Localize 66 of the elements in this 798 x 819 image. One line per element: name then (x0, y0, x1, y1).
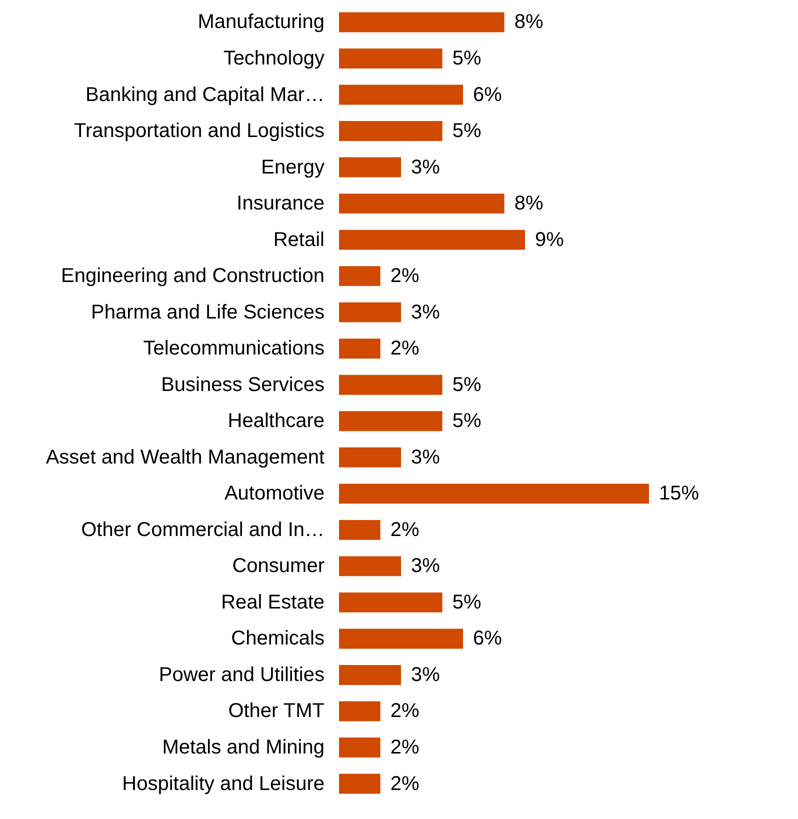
bar (339, 266, 380, 286)
y-tick-label: Real Estate (221, 591, 324, 614)
y-tick-label: Transportation and Logistics (74, 120, 324, 142)
data-label: 9% (535, 228, 564, 251)
bar (339, 556, 401, 576)
y-tick-label: Engineering and Construction (60, 265, 324, 288)
data-label: 6% (473, 628, 502, 650)
data-label: 2% (390, 772, 420, 795)
y-tick-label: Chemicals (231, 628, 324, 650)
bar (339, 411, 442, 432)
data-label: 5% (452, 120, 482, 142)
data-label: 5% (452, 47, 482, 70)
data-label: 3% (411, 555, 440, 578)
bar (339, 338, 380, 359)
data-label: 5% (452, 591, 482, 614)
y-tick-label: Technology (223, 47, 324, 70)
bar (339, 738, 380, 758)
bar (339, 302, 401, 322)
bar (339, 121, 442, 141)
bar (339, 230, 525, 250)
bar (339, 12, 504, 32)
bar (339, 592, 442, 612)
bar (339, 84, 463, 105)
data-label: 5% (452, 410, 482, 432)
y-tick-label: Banking and Capital Mar… (85, 84, 324, 106)
bar (339, 194, 504, 214)
y-tick-label: Automotive (224, 482, 324, 505)
data-label: 6% (473, 84, 502, 106)
bar (339, 48, 442, 68)
bar (339, 628, 463, 649)
y-tick-label: Metals and Mining (162, 736, 324, 759)
y-tick-label: Telecommunications (143, 338, 324, 360)
data-label: 3% (411, 664, 440, 686)
y-tick-label: Power and Utilities (158, 664, 324, 686)
y-tick-label: Other TMT (228, 700, 324, 722)
data-label: 15% (659, 482, 700, 505)
y-tick-label: Pharma and Life Sciences (91, 301, 324, 324)
data-label: 2% (390, 700, 420, 722)
y-tick-label: Retail (273, 228, 324, 251)
data-label: 2% (390, 265, 420, 288)
bar (339, 520, 380, 540)
bar (339, 157, 401, 178)
data-label: 5% (452, 374, 482, 396)
y-tick-label: Manufacturing (198, 11, 324, 34)
y-tick-label: Business Services (161, 374, 324, 396)
y-tick-label: Asset and Wealth Management (46, 446, 325, 468)
bar (339, 484, 649, 504)
data-label: 3% (411, 446, 440, 468)
data-label: 8% (514, 11, 544, 34)
data-label: 8% (514, 192, 544, 215)
bar (339, 701, 380, 722)
y-tick-label: Hospitality and Leisure (122, 772, 324, 795)
data-label: 3% (411, 301, 440, 324)
bar (339, 447, 401, 468)
bar (339, 665, 401, 685)
data-label: 2% (390, 338, 420, 360)
data-label: 2% (390, 736, 420, 759)
y-tick-label: Healthcare (228, 410, 324, 432)
y-tick-label: Insurance (236, 192, 324, 215)
data-label: 2% (390, 518, 420, 541)
data-label: 3% (411, 156, 440, 178)
y-tick-label: Other Commercial and In… (81, 518, 324, 541)
y-tick-label: Consumer (232, 555, 325, 578)
bar (339, 374, 442, 395)
bar (339, 774, 380, 794)
y-tick-label: Energy (261, 156, 324, 178)
